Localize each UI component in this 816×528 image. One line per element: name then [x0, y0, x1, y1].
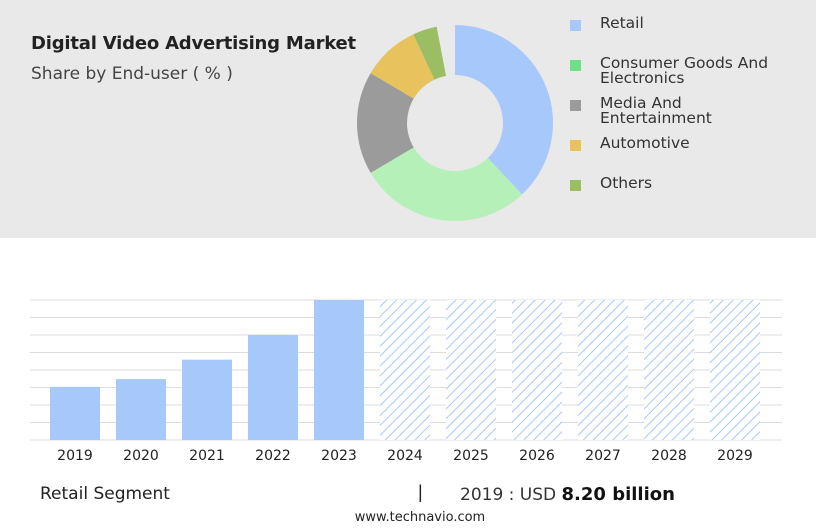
bar-2020 — [116, 379, 166, 440]
x-tick-label: 2024 — [387, 448, 423, 464]
donut-chart — [357, 25, 553, 221]
donut-slice-consumer-goods-and-electronics — [370, 147, 523, 221]
legend-label: Automotive — [600, 134, 690, 152]
legend-swatch — [570, 20, 581, 31]
legend-item-automotive: Automotive — [570, 134, 790, 152]
x-tick-label: 2027 — [585, 448, 621, 464]
footer-segment-label: Retail Segment — [40, 484, 170, 504]
legend-label: Consumer Goods And Electronics — [600, 54, 769, 87]
x-tick-label: 2029 — [717, 448, 753, 464]
bar-2022 — [248, 335, 298, 440]
x-tick-label: 2019 — [57, 448, 93, 464]
footer-separator: | — [418, 482, 423, 502]
bar-2025 — [446, 300, 496, 440]
bar-2027 — [578, 300, 628, 440]
x-tick-label: 2026 — [519, 448, 555, 464]
legend-label: Media And Entertainment — [600, 94, 712, 127]
legend-item-retail: Retail — [570, 14, 790, 32]
donut-slice-others — [413, 26, 447, 80]
x-tick-label: 2028 — [651, 448, 687, 464]
footer-value-prefix: 2019 : USD — [460, 485, 557, 505]
bar-2029 — [710, 300, 760, 440]
x-tick-label: 2020 — [123, 448, 159, 464]
legend-item-media: Media And Entertainment — [570, 94, 790, 127]
legend-swatch — [570, 180, 581, 191]
legend-item-others: Others — [570, 174, 790, 192]
footer-value-amount: 8.20 billion — [561, 484, 675, 505]
donut-slice-retail — [455, 25, 553, 195]
footer-value: 2019 : USD 8.20 billion — [460, 484, 675, 505]
x-tick-label: 2021 — [189, 448, 225, 464]
x-tick-label: 2022 — [255, 448, 291, 464]
footer-url: www.technavio.com — [354, 510, 486, 525]
legend-swatch — [570, 100, 581, 111]
x-tick-label: 2023 — [321, 448, 357, 464]
bar-2023 — [314, 300, 364, 440]
legend-swatch — [570, 60, 581, 71]
bar-2024 — [380, 300, 430, 440]
chart-subtitle: Share by End-user ( % ) — [31, 64, 233, 84]
donut-slice-automotive — [370, 34, 435, 99]
chart-title: Digital Video Advertising Market — [31, 33, 356, 54]
legend-label: Retail — [600, 14, 644, 32]
bar-2021 — [182, 359, 232, 440]
bar-2026 — [512, 300, 562, 440]
donut-slice-media-and-entertainment — [357, 73, 414, 173]
legend-item-consumer-goods: Consumer Goods And Electronics — [570, 54, 790, 87]
bar-chart: 2019 2020 2021 2022 2023 2024 2025 2026 2027 2028… — [30, 299, 782, 464]
x-tick-label: 2025 — [453, 448, 489, 464]
legend-label: Others — [600, 174, 653, 192]
legend-swatch — [570, 140, 581, 151]
bar-2028 — [644, 300, 694, 440]
bar-2019 — [50, 386, 100, 440]
